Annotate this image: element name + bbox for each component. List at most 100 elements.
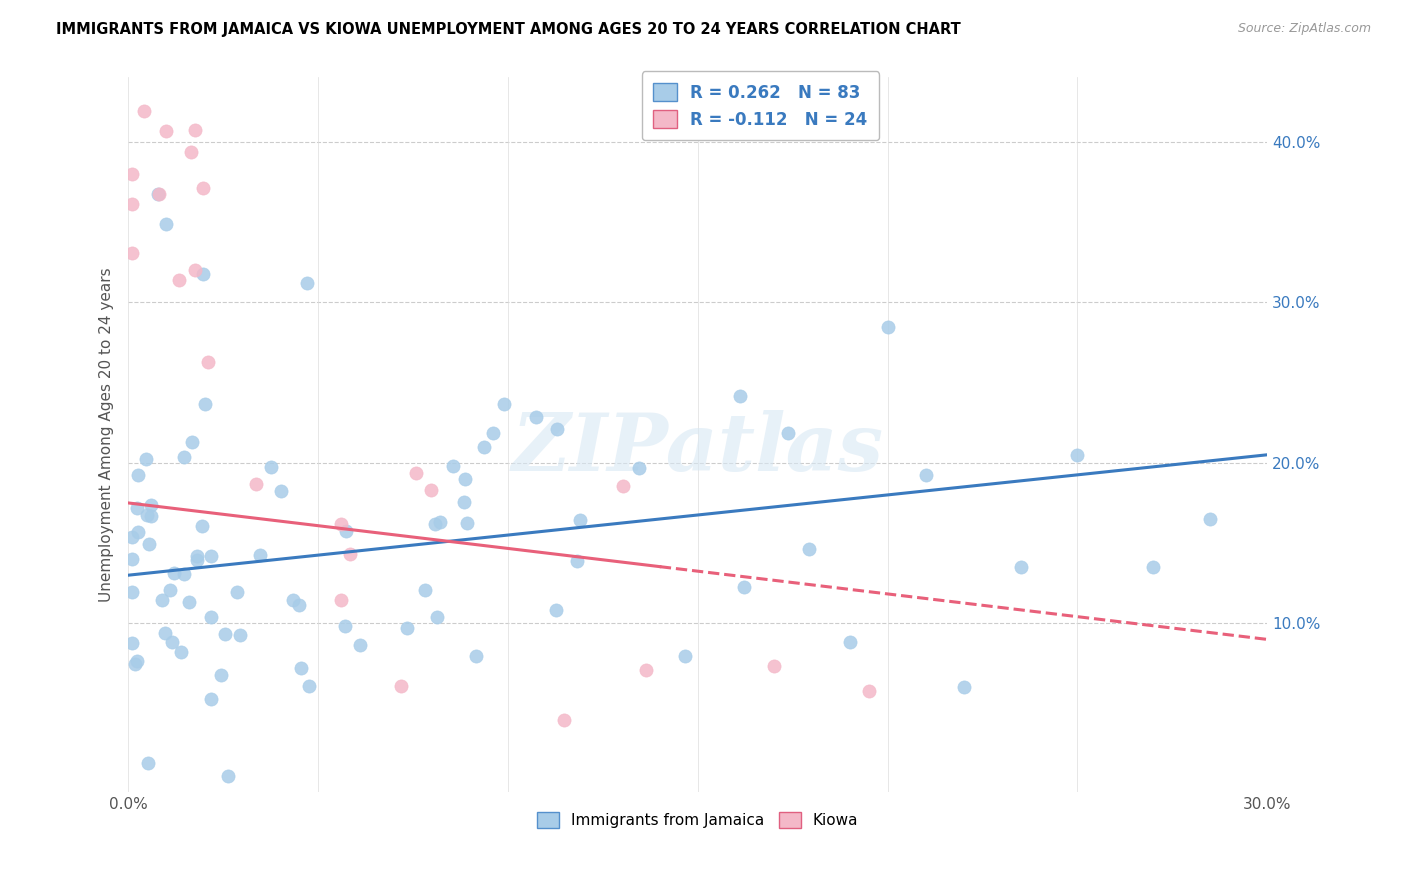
Point (173, 567, 195, 582)
Point (1199, 512, 1222, 526)
Point (194, 397, 217, 411)
Point (270, 483, 292, 498)
Point (553, 713, 575, 727)
Point (396, 621, 419, 635)
Point (170, 645, 193, 659)
Point (281, 593, 304, 607)
Text: ZIPatlas: ZIPatlas (512, 410, 884, 488)
Point (136, 508, 159, 523)
Point (524, 409, 547, 424)
Point (200, 691, 222, 706)
Point (121, 246, 143, 260)
Text: Source: ZipAtlas.com: Source: ZipAtlas.com (1237, 22, 1371, 36)
Point (121, 197, 143, 211)
Point (186, 552, 208, 566)
Point (146, 187, 169, 202)
Point (420, 483, 443, 498)
Point (492, 397, 515, 411)
Point (124, 657, 146, 671)
Point (453, 495, 475, 509)
Point (138, 537, 160, 551)
Point (167, 273, 190, 287)
Point (127, 467, 149, 482)
Point (121, 584, 143, 599)
Point (423, 517, 446, 532)
Point (288, 599, 311, 613)
Point (139, 509, 162, 524)
Point (429, 515, 451, 529)
Point (472, 440, 495, 454)
Point (125, 654, 148, 668)
Point (155, 123, 177, 137)
Point (335, 524, 357, 539)
Point (728, 388, 751, 402)
Point (1142, 559, 1164, 574)
Point (290, 661, 312, 675)
Point (173, 450, 195, 464)
Point (159, 583, 181, 598)
Point (673, 648, 696, 663)
Point (217, 769, 239, 783)
Point (200, 549, 222, 563)
Point (184, 122, 207, 136)
Point (413, 582, 436, 597)
Point (298, 679, 321, 693)
Text: IMMIGRANTS FROM JAMAICA VS KIOWA UNEMPLOYMENT AMONG AGES 20 TO 24 YEARS CORRELAT: IMMIGRANTS FROM JAMAICA VS KIOWA UNEMPLO… (56, 22, 960, 37)
Point (180, 434, 202, 449)
Point (465, 648, 488, 663)
Point (141, 498, 163, 512)
Point (148, 187, 170, 202)
Point (153, 625, 176, 640)
Point (838, 635, 860, 649)
Point (297, 277, 319, 291)
Point (228, 628, 250, 642)
Point (405, 466, 427, 480)
Point (339, 548, 361, 562)
Point (636, 663, 658, 677)
Point (914, 467, 936, 482)
Point (952, 681, 974, 695)
Point (193, 181, 215, 195)
Point (136, 756, 159, 770)
Point (762, 659, 785, 673)
Point (121, 636, 143, 650)
Point (163, 566, 186, 581)
Point (121, 552, 143, 566)
Point (1010, 560, 1032, 574)
Point (177, 595, 200, 609)
Point (226, 584, 249, 599)
Point (876, 319, 898, 334)
Point (546, 422, 568, 436)
Y-axis label: Unemployment Among Ages 20 to 24 years: Unemployment Among Ages 20 to 24 years (100, 268, 114, 602)
Point (160, 635, 183, 649)
Point (152, 593, 174, 607)
Point (733, 580, 755, 594)
Legend: Immigrants from Jamaica, Kiowa: Immigrants from Jamaica, Kiowa (531, 805, 865, 834)
Point (776, 426, 799, 441)
Point (245, 476, 267, 491)
Point (454, 472, 477, 486)
Point (209, 668, 232, 682)
Point (135, 451, 157, 466)
Point (333, 619, 356, 633)
Point (260, 459, 283, 474)
Point (125, 501, 148, 516)
Point (482, 425, 505, 440)
Point (330, 516, 353, 531)
Point (193, 267, 215, 281)
Point (389, 679, 412, 693)
Point (426, 610, 449, 624)
Point (349, 638, 371, 652)
Point (197, 355, 219, 369)
Point (121, 167, 143, 181)
Point (180, 145, 202, 159)
Point (200, 610, 222, 624)
Point (456, 516, 478, 531)
Point (190, 519, 212, 533)
Point (155, 217, 177, 231)
Point (121, 531, 143, 545)
Point (441, 458, 464, 473)
Point (858, 683, 880, 698)
Point (628, 461, 651, 475)
Point (249, 549, 271, 563)
